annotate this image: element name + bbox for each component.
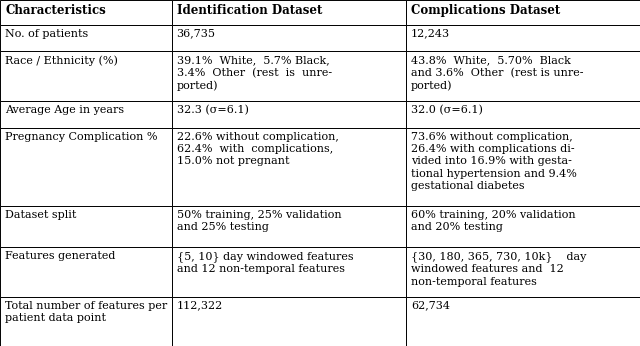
Text: 32.3 (σ=6.1): 32.3 (σ=6.1) [177, 105, 248, 115]
Bar [406, 247, 640, 297]
Bar [172, 0, 406, 25]
Bar [172, 25, 406, 52]
Text: Complications Dataset: Complications Dataset [411, 4, 560, 17]
Text: Average Age in years: Average Age in years [5, 105, 124, 115]
Text: 43.8%  White,  5.70%  Black
and 3.6%  Other  (rest is unre-
ported): 43.8% White, 5.70% Black and 3.6% Other … [411, 55, 583, 91]
Bar [406, 128, 640, 206]
Text: 50% training, 25% validation
and 25% testing: 50% training, 25% validation and 25% tes… [177, 210, 341, 233]
Bar [0, 247, 172, 297]
Text: Characteristics: Characteristics [5, 4, 106, 17]
Text: 32.0 (σ=6.1): 32.0 (σ=6.1) [411, 105, 483, 115]
Text: 62,734: 62,734 [411, 301, 450, 311]
Text: 73.6% without complication,
26.4% with complications di-
vided into 16.9% with g: 73.6% without complication, 26.4% with c… [411, 132, 577, 191]
Text: No. of patients: No. of patients [5, 29, 88, 39]
Bar [406, 101, 640, 128]
Text: 12,243: 12,243 [411, 29, 450, 39]
Text: Race / Ethnicity (%): Race / Ethnicity (%) [5, 55, 118, 66]
Bar [406, 52, 640, 101]
Text: Total number of features per
patient data point: Total number of features per patient dat… [5, 301, 167, 323]
Text: 112,322: 112,322 [177, 301, 223, 311]
Bar [406, 25, 640, 52]
Text: Features generated: Features generated [5, 251, 115, 261]
Text: 22.6% without complication,
62.4%  with  complications,
15.0% not pregnant: 22.6% without complication, 62.4% with c… [177, 132, 339, 166]
Bar [0, 52, 172, 101]
Bar [406, 297, 640, 346]
Bar [406, 206, 640, 247]
Bar [172, 101, 406, 128]
Bar [172, 206, 406, 247]
Bar [172, 297, 406, 346]
Text: Pregnancy Complication %: Pregnancy Complication % [5, 132, 157, 142]
Text: 39.1%  White,  5.7% Black,
3.4%  Other  (rest  is  unre-
ported): 39.1% White, 5.7% Black, 3.4% Other (res… [177, 55, 332, 91]
Bar [0, 297, 172, 346]
Text: 60% training, 20% validation
and 20% testing: 60% training, 20% validation and 20% tes… [411, 210, 575, 233]
Bar [172, 128, 406, 206]
Bar [0, 25, 172, 52]
Bar [172, 247, 406, 297]
Bar [0, 0, 172, 25]
Bar [0, 206, 172, 247]
Text: Dataset split: Dataset split [5, 210, 76, 220]
Bar [172, 52, 406, 101]
Text: {5, 10} day windowed features
and 12 non-temporal features: {5, 10} day windowed features and 12 non… [177, 251, 353, 274]
Text: {30, 180, 365, 730, 10k}    day
windowed features and  12
non-temporal features: {30, 180, 365, 730, 10k} day windowed fe… [411, 251, 586, 287]
Bar [0, 101, 172, 128]
Bar [406, 0, 640, 25]
Bar [0, 128, 172, 206]
Text: 36,735: 36,735 [177, 29, 216, 39]
Text: Identification Dataset: Identification Dataset [177, 4, 322, 17]
